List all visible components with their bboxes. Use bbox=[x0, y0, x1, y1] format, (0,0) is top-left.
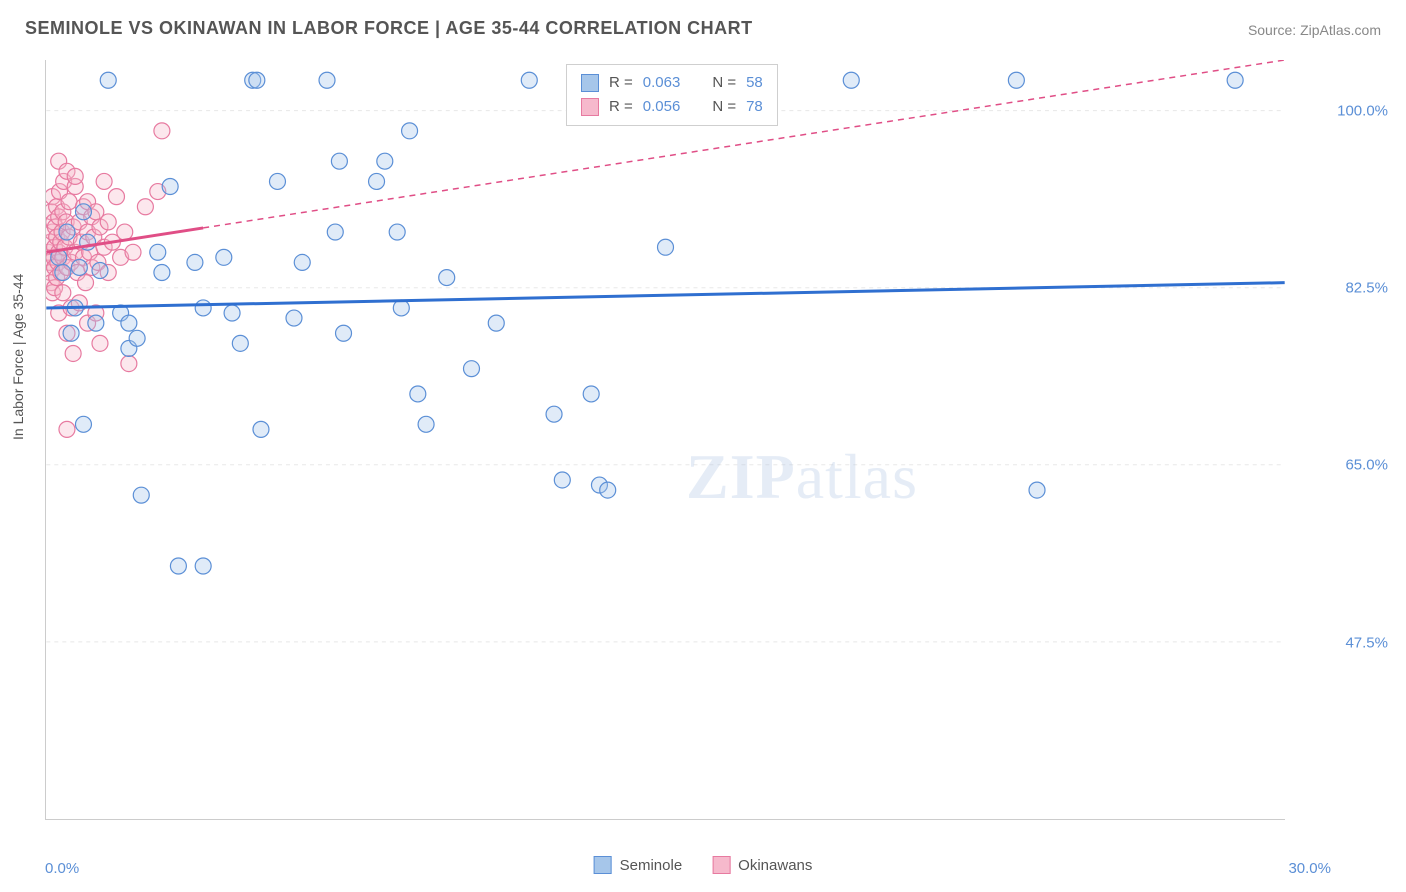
y-tick-label: 47.5% bbox=[1345, 634, 1388, 651]
n-value: 58 bbox=[746, 71, 763, 95]
y-axis-label: In Labor Force | Age 35-44 bbox=[10, 274, 26, 440]
scatter-plot-svg bbox=[46, 60, 1285, 819]
stats-row: R = 0.063 N = 58 bbox=[581, 71, 763, 95]
r-value: 0.056 bbox=[643, 95, 681, 119]
watermark-bold: ZIP bbox=[686, 441, 796, 512]
x-axis-min-label: 0.0% bbox=[45, 860, 79, 877]
correlation-stats-box: R = 0.063 N = 58 R = 0.056 N = 78 bbox=[566, 64, 778, 126]
legend-item-seminole: Seminole bbox=[594, 856, 683, 874]
legend-swatch-seminole bbox=[594, 856, 612, 874]
stats-row: R = 0.056 N = 78 bbox=[581, 95, 763, 119]
source-attribution: Source: ZipAtlas.com bbox=[1248, 22, 1381, 38]
y-tick-label: 100.0% bbox=[1337, 102, 1388, 119]
r-label: R = bbox=[609, 95, 633, 119]
r-label: R = bbox=[609, 71, 633, 95]
x-axis-max-label: 30.0% bbox=[1288, 860, 1331, 877]
n-label: N = bbox=[712, 95, 736, 119]
stats-swatch-seminole bbox=[581, 74, 599, 92]
legend-label: Seminole bbox=[620, 857, 683, 874]
legend-item-okinawan: Okinawans bbox=[712, 856, 812, 874]
n-value: 78 bbox=[746, 95, 763, 119]
n-label: N = bbox=[712, 71, 736, 95]
legend-label: Okinawans bbox=[738, 857, 812, 874]
series-legend: Seminole Okinawans bbox=[594, 856, 813, 874]
stats-swatch-okinawan bbox=[581, 98, 599, 116]
plot-area: R = 0.063 N = 58 R = 0.056 N = 78 ZIPatl… bbox=[45, 60, 1285, 820]
y-tick-label: 65.0% bbox=[1345, 457, 1388, 474]
watermark: ZIPatlas bbox=[686, 440, 918, 514]
chart-title: SEMINOLE VS OKINAWAN IN LABOR FORCE | AG… bbox=[25, 18, 753, 39]
y-tick-label: 82.5% bbox=[1345, 280, 1388, 297]
legend-swatch-okinawan bbox=[712, 856, 730, 874]
watermark-thin: atlas bbox=[796, 441, 918, 512]
r-value: 0.063 bbox=[643, 71, 681, 95]
